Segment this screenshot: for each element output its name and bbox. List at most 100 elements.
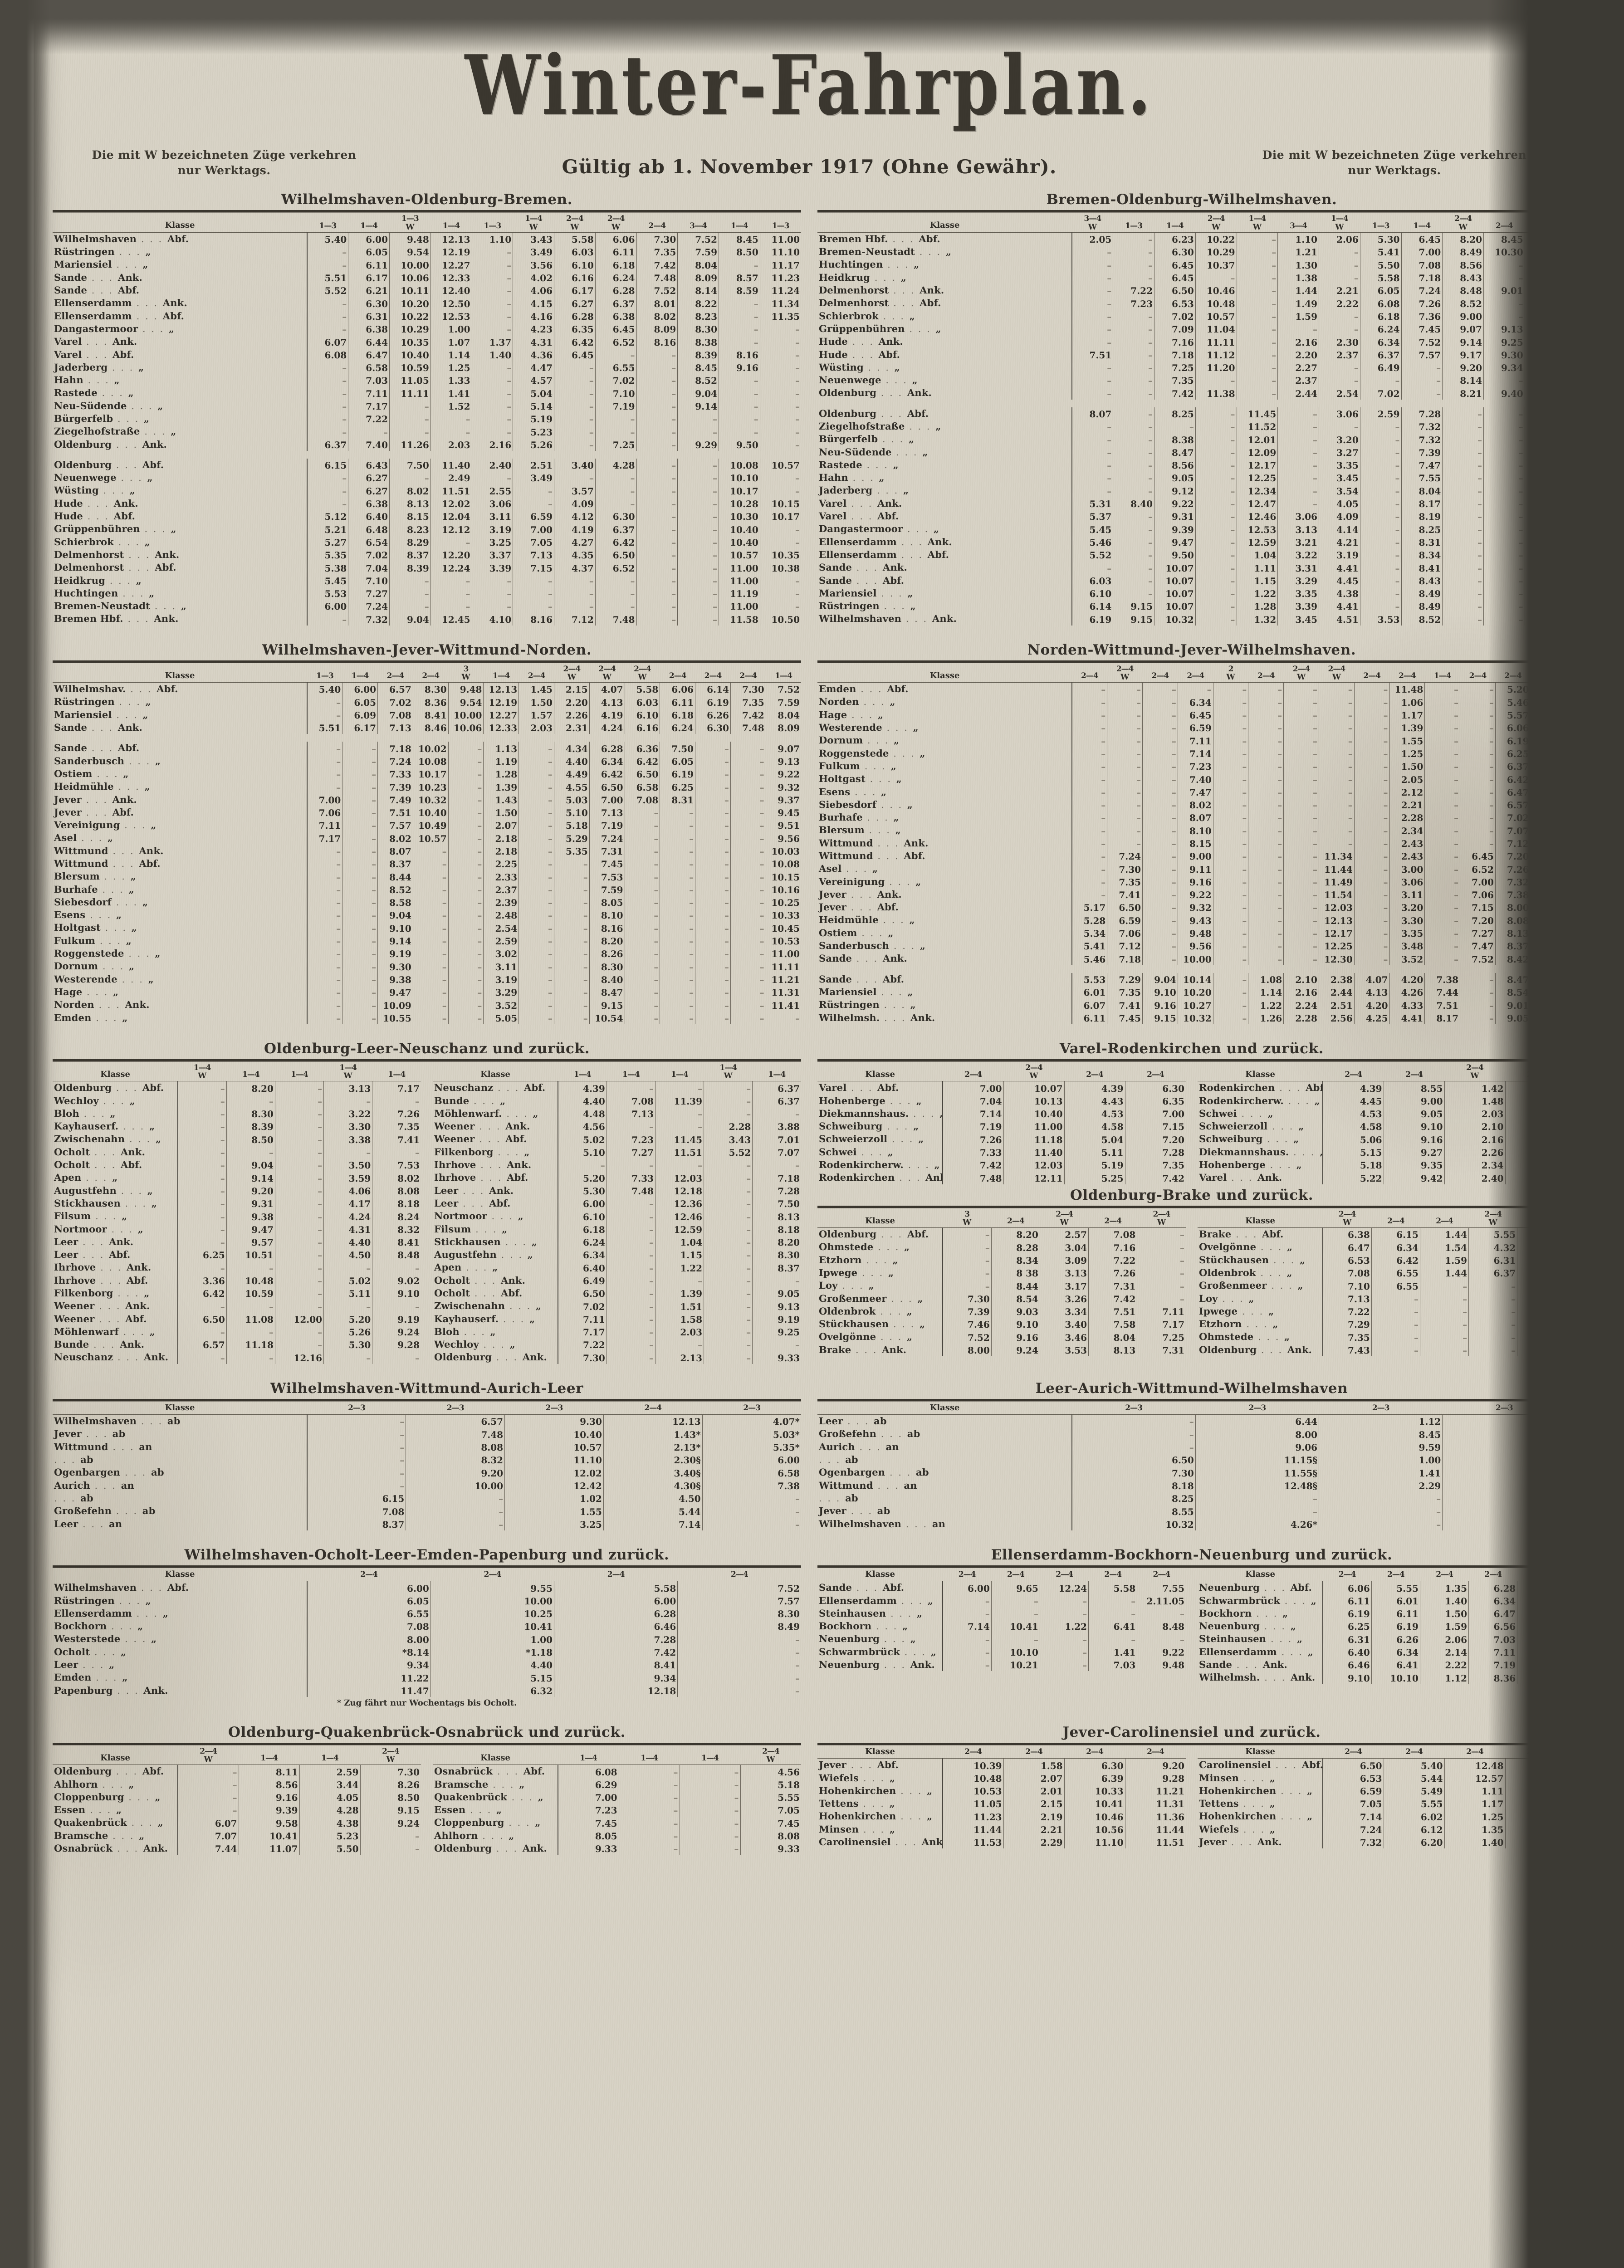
train-class-header: 1—3 [307, 214, 348, 233]
station-name-cell: Sande . . . Abf. [817, 1581, 943, 1594]
departure-time-cell: 8.19 [1401, 510, 1443, 523]
departure-time-cell: 7.32 [1495, 875, 1531, 888]
table-row: Wilhelmshaven . . . ab –6.57 9.30 12.13 4.07… [53, 1414, 801, 1428]
departure-time-cell: 1.28 [483, 767, 519, 781]
departure-time-cell: – [942, 1645, 992, 1659]
arrival-departure-marker: „ [896, 773, 902, 785]
page-title: Winter-Fahrplan. [465, 37, 1154, 133]
train-class-header: 1—4 [719, 214, 760, 233]
departure-time-cell: 1.48 [1444, 1094, 1505, 1107]
departure-time-cell: 10.57 [412, 831, 449, 845]
station-name-cell: Dangastermoor . . . „ [817, 523, 1072, 535]
departure-time-cell: – [1283, 772, 1319, 786]
arrival-departure-marker: Abf. [117, 284, 140, 296]
arrival-departure-marker: „ [934, 1159, 940, 1171]
leader-dots: . . . [879, 601, 910, 612]
departure-time-cell: 6.34 [589, 754, 625, 767]
departure-time-cell: – [759, 335, 801, 348]
departure-time-cell: 6.11 [1371, 1607, 1420, 1620]
departure-time-cell: – [660, 934, 695, 948]
departure-time-cell: 7.08 [1322, 1266, 1372, 1280]
departure-time-cell: 10.34 [1524, 471, 1566, 484]
departure-time-cell: – [406, 1491, 505, 1505]
station-name-cell: Schweiburg . . . „ [1198, 1133, 1323, 1145]
leader-dots: . . . [112, 259, 143, 270]
departure-time-cell: 8.15 [389, 510, 431, 523]
departure-time-cell: – [1354, 914, 1390, 927]
arrival-departure-marker: Ank. [489, 1184, 514, 1196]
departure-time-cell: 7.02 [595, 374, 636, 387]
table-row: Norden . . . Ank. – –10.09– –3.52– –9.15– – – –… [53, 998, 801, 1012]
table-row: Rodenkirchen . . . Abf.4.398.551.425.38 [1198, 1081, 1566, 1095]
departure-time-cell: – [1424, 824, 1460, 837]
arrival-departure-marker: „ [496, 1804, 502, 1816]
station-name: Heidmühle [819, 914, 879, 926]
departure-time-cell: 7.51 [1424, 998, 1460, 1012]
table-row: Jever . . . Ank. 7.32 6.20 1.40 3.57 [1198, 1836, 1566, 1849]
station-name-cell: Roggenstede . . . „ [817, 747, 1072, 760]
departure-time-cell: – [1483, 535, 1525, 548]
station-name: Esens [54, 909, 86, 921]
departure-time-cell: – [1401, 361, 1443, 374]
arrival-departure-marker: Ank. [117, 722, 143, 733]
departure-time-cell: 6.48 [348, 523, 390, 536]
departure-time-cell: 2.44 [1277, 386, 1319, 400]
leader-dots: . . . [97, 387, 128, 399]
departure-time-cell: 11.34 [1318, 850, 1355, 863]
arrival-departure-marker: Abf. [162, 310, 185, 322]
station-name-cell: Rüstringen . . . „ [53, 695, 307, 708]
table-row: Rüstringen . . . „ 6.14 9.15 10.07–1.28 3.39… [817, 600, 1566, 613]
departure-time-cell: – [1318, 811, 1355, 824]
departure-time-cell: 8.39 [677, 348, 719, 361]
departure-time-cell: – [1460, 811, 1496, 824]
departure-time-cell: – [660, 998, 695, 1012]
departure-time-cell: 9.24 [991, 1343, 1040, 1356]
departure-time-cell: 4.17 [323, 1197, 372, 1210]
arrival-departure-marker: Abf. [489, 1197, 511, 1209]
departure-time-cell: 5.17 [1071, 901, 1107, 914]
arrival-departure-marker: „ [1320, 1146, 1323, 1158]
departure-time-cell: – [1195, 433, 1237, 446]
departure-time-cell: 6.25 [1322, 1620, 1372, 1633]
departure-time-cell: 3.50 [323, 1158, 372, 1172]
departure-time-cell: – [730, 909, 766, 922]
departure-time-cell: 5.40 [1383, 1758, 1445, 1772]
departure-time-cell: – [636, 574, 678, 587]
leader-dots: . . . [905, 323, 936, 334]
station-name: Hude [54, 497, 83, 509]
arrival-departure-marker: „ [1269, 1772, 1276, 1784]
departure-time-cell: – [1354, 875, 1390, 888]
arrival-departure-marker: Ank. [904, 837, 929, 849]
train-class-header: 2—4 [1517, 1569, 1566, 1582]
departure-time-cell: – [1354, 721, 1390, 734]
station-name: Varel [54, 348, 82, 360]
departure-time-cell: – [1213, 772, 1248, 786]
departure-time-cell: 4.55 [553, 780, 590, 793]
departure-time-cell: 10.00 [430, 1594, 554, 1607]
departure-time-cell: 10.38 [759, 561, 801, 574]
timetable: Klasse 2—3 2—3 2—3 2—4 2—3 Wilhelmshaven . . .… [53, 1402, 801, 1530]
departure-time-cell: 7.06 [1107, 926, 1143, 940]
departure-time-cell: 11.00 [759, 232, 801, 246]
departure-time-cell: 5.23 [1517, 1292, 1566, 1305]
station-name-cell: Ihrhove . . . Abf. [53, 1274, 178, 1287]
departure-time-cell: – [1354, 824, 1390, 837]
departure-time-cell: 9.30 [504, 1414, 604, 1428]
departure-time-cell: – [677, 412, 719, 425]
departure-time-cell: – [1195, 1505, 1319, 1518]
section-rule [817, 1565, 1566, 1568]
werktags-marker: W [1335, 222, 1344, 232]
departure-time-cell: – [1248, 901, 1284, 914]
departure-time-cell: 7.02 [1495, 811, 1531, 824]
arrival-departure-marker: „ [945, 246, 952, 258]
departure-time-cell: 1.00 [430, 1633, 554, 1646]
paired-direction-tables: Klasse 2—4 2—4 W 2—4 2—4 Varel . . . Abf. 7.00 1… [817, 1062, 1566, 1184]
leader-dots: . . . [112, 459, 142, 470]
departure-time-cell: 9.42 [1383, 1171, 1445, 1184]
departure-time-cell: 10.30 [719, 510, 760, 523]
departure-time-cell: 6.50 [1107, 901, 1143, 914]
leader-dots: . . . [843, 1416, 874, 1427]
departure-time-cell: – [624, 857, 660, 870]
departure-time-cell: – [695, 895, 731, 909]
departure-time-cell: – [1483, 523, 1525, 536]
